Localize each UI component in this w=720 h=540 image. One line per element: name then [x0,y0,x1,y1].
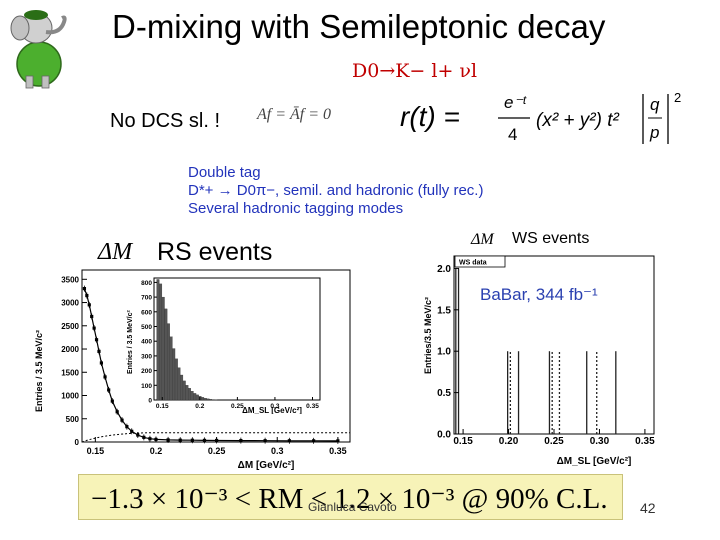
svg-text:q: q [650,95,660,114]
ws-experiment-annotation: BaBar, 344 fb⁻¹ [480,285,598,304]
page-number: 42 [640,500,656,516]
rs-y-tick-label: 1500 [61,368,79,377]
rs-inset-y-axis-label: Entries / 3.5 MeV/c² [127,310,134,374]
rs-inset-y-tick-label: 300 [141,353,152,360]
rate-formula: r(t) = e⁻ᵗ 4 (x² + y²) t² q p 2 [400,90,681,144]
rs-inset-bar [185,385,189,401]
ws-events-label: WS events [512,230,590,247]
ws-y-tick-label: 0.0 [437,430,451,441]
rs-inset-y-tick-label: 500 [141,324,152,331]
ws-x-tick-label: 0.35 [635,436,655,447]
ws-x-tick-label: 0.15 [453,436,473,447]
svg-text:p: p [649,123,659,142]
rs-x-axis-label: ΔM [GeV/c²] [238,460,295,471]
rs-inset-y-tick-label: 100 [141,383,152,390]
babar-elephant-logo [10,10,67,89]
footer-author: Gianluca Cavoto [308,500,397,514]
rs-inset-bar [177,367,181,401]
ws-delta-m-symbol: ΔM [471,231,494,248]
ws-legend-box [454,255,506,268]
ws-legend-label: WS data [459,260,487,267]
ws-y-tick-label: 0.5 [437,388,451,399]
svg-text:r(t) =: r(t) = [400,101,460,132]
rs-inset-bar [156,279,160,401]
result-formula: −1.3 × 10⁻³ < RM < 1.2 × 10⁻³ @ 90% C.L. [91,483,608,515]
rs-y-tick-label: 3500 [61,275,79,284]
rs-inset-bar [182,380,186,401]
rs-events-label: RS events [157,238,273,266]
rs-y-tick-label: 3000 [61,299,79,308]
svg-text:(x² + y²) t²: (x² + y²) t² [536,110,620,131]
rs-inset-bar [180,374,184,401]
rs-inset-bar [190,391,194,401]
rs-inset-y-tick-label: 200 [141,368,152,375]
svg-text:2: 2 [674,90,681,105]
rs-fit-curve [83,288,338,442]
rs-inset-y-tick-label: 0 [148,398,152,405]
rs-delta-m-symbol: ΔM [98,239,133,265]
rs-inset-x-tick-label: 0.25 [231,403,244,410]
rs-inset-bar [161,296,165,401]
ws-x-tick-label: 0.25 [544,436,564,447]
rs-inset-x-tick-label: 0.35 [306,403,319,410]
result-formula-box: −1.3 × 10⁻³ < RM < 1.2 × 10⁻³ @ 90% C.L. [78,474,623,520]
rs-inset-bar [159,283,163,401]
rs-inset-bar [195,394,199,401]
rs-inset-bar [209,399,212,401]
ws-y-tick-label: 2.0 [437,264,451,275]
tag-line-1: Double tag [188,164,261,181]
ws-plot: 0.0 0.5 1.0 1.5 2.0 0.15 0.20 0.25 0.30 0.35 WS … [423,255,655,467]
decay-channel: D0→K− l+ νl [352,60,478,82]
ws-y-tick-label: 1.5 [437,305,451,316]
rs-inset-bar [174,358,178,401]
rs-x-tick-label: 0.25 [208,446,226,456]
rs-x-tick-label: 0.15 [87,446,105,456]
rs-y-tick-label: 2000 [61,345,79,354]
rs-inset-bar [188,388,191,401]
rs-inset-bar [166,323,170,401]
rs-y-tick-label: 500 [66,415,80,424]
rs-y-tick-label: 0 [75,438,80,447]
rs-y-tick-label: 1000 [61,392,79,401]
rs-inset-bar [169,336,173,401]
ws-x-axis-label: ΔM_SL [GeV/c²] [557,456,632,467]
rs-x-tick-label: 0.3 [271,446,284,456]
rs-inset-bar [172,348,176,401]
rs-inset-x-tick-label: 0.15 [156,403,169,410]
ws-x-tick-label: 0.20 [499,436,519,447]
rs-inset-x-tick-label: 0.2 [195,403,204,410]
tag-line-2: D*+ → D0π−, semil. and hadronic (fully r… [188,182,484,199]
rs-x-tick-label: 0.2 [150,446,163,456]
ws-y-tick-label: 1.0 [437,347,451,358]
rs-inset-bar [203,398,207,401]
rs-inset-x-tick-label: 0.3 [270,403,279,410]
rs-inset-bar [164,308,168,401]
rs-inset-y-tick-label: 800 [141,280,152,287]
no-dcs-note: No DCS sl. ! [110,110,221,132]
tag-line-3: Several hadronic tagging modes [188,200,404,217]
asymmetry-equation: Af = Āf = 0 [257,106,332,123]
ws-x-tick-label: 0.30 [590,436,610,447]
rs-inset-y-tick-label: 700 [141,295,152,302]
rs-inset-y-tick-label: 400 [141,339,152,346]
rs-inset-bar [193,393,197,401]
rs-inset-x-axis-label: ΔM_SL [GeV/c²] [242,406,302,414]
rs-inset-bar [201,397,205,401]
rs-inset-bar [206,398,210,401]
ws-plot-frame [453,255,655,435]
rs-inset-plot: 0 100 200 300 400 500 600 700 800 0.15 0.2 0.25 0.3… [127,277,321,414]
svg-text:e⁻ᵗ: e⁻ᵗ [504,93,527,112]
tagging-description: Double tag D*+ → D0π−, semil. and hadron… [188,164,483,218]
rs-background-curve [81,432,350,443]
rs-y-axis-label: Entries / 3.5 MeV/c² [34,330,44,412]
rs-inset-y-tick-label: 600 [141,309,152,316]
ws-y-axis-label: Entries/3.5 MeV/c² [423,297,433,374]
rs-y-tick-label: 2500 [61,322,79,331]
rs-x-tick-label: 0.35 [329,446,347,456]
slide-title: D-mixing with Semileptonic decay [112,8,606,45]
svg-text:4: 4 [508,125,517,144]
